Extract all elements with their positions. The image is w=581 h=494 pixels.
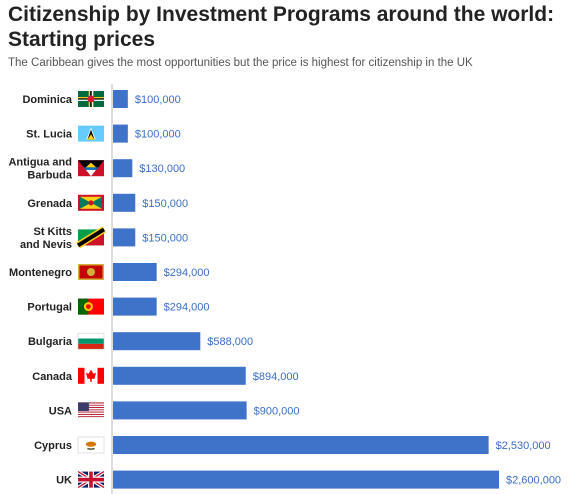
category-label: Cyprus bbox=[34, 440, 72, 452]
category-label: UK bbox=[56, 475, 72, 487]
value-label: $2,530,000 bbox=[496, 440, 551, 452]
category-label: Grenada bbox=[27, 198, 73, 210]
value-label: $150,000 bbox=[142, 232, 188, 244]
value-label: $100,000 bbox=[135, 129, 181, 141]
category-label: Portugal bbox=[27, 302, 72, 314]
bar bbox=[113, 90, 128, 108]
category-label: Montenegro bbox=[9, 267, 72, 279]
category-label-line: St. Lucia bbox=[26, 129, 73, 141]
bar bbox=[113, 193, 136, 212]
bar bbox=[113, 332, 201, 351]
chart-title-line1: Citizenship by Investment Programs aroun… bbox=[8, 3, 555, 26]
value-label: $294,000 bbox=[164, 302, 210, 314]
chart-title: Citizenship by Investment Programs aroun… bbox=[8, 2, 578, 52]
st-lucia-flag bbox=[78, 125, 104, 142]
value-label: $588,000 bbox=[207, 336, 253, 348]
category-label-line: Bulgaria bbox=[28, 336, 73, 348]
chart-subtitle: The Caribbean gives the most opportuniti… bbox=[8, 57, 473, 69]
category-label-line: and Nevis bbox=[20, 239, 72, 251]
category-label-line: Barbuda bbox=[27, 170, 73, 182]
category-label: Antigua and Barbuda bbox=[8, 157, 72, 182]
bar bbox=[113, 470, 499, 489]
value-label: $130,000 bbox=[139, 163, 185, 175]
category-label-line: Portugal bbox=[27, 302, 72, 314]
category-label-line: Canada bbox=[32, 371, 73, 383]
value-label: $100,000 bbox=[135, 94, 181, 106]
canada-flag bbox=[78, 367, 104, 384]
bulgaria-flag bbox=[77, 332, 105, 350]
bar bbox=[113, 436, 489, 454]
value-label: $900,000 bbox=[254, 405, 300, 417]
portugal-flag bbox=[78, 298, 104, 315]
st-kitts-nevis-flag bbox=[76, 226, 106, 249]
category-label: Canada bbox=[32, 371, 73, 383]
antigua-barbuda-flag bbox=[78, 160, 104, 177]
category-label-line: USA bbox=[49, 405, 72, 417]
bar bbox=[113, 401, 247, 420]
category-label: St Kitts and Nevis bbox=[20, 226, 72, 251]
value-label: $2,600,000 bbox=[506, 475, 561, 487]
dominica-flag bbox=[78, 91, 104, 107]
bar bbox=[113, 124, 128, 143]
category-label: St. Lucia bbox=[26, 129, 73, 141]
category-label-line: Antigua and bbox=[8, 157, 72, 169]
category-label-line: Dominica bbox=[22, 94, 72, 106]
category-label-line: St Kitts bbox=[34, 226, 73, 238]
montenegro-flag bbox=[78, 264, 104, 280]
chart-title-line2: Starting prices bbox=[8, 28, 156, 51]
bar bbox=[113, 159, 133, 178]
bar bbox=[113, 366, 246, 385]
bar bbox=[113, 263, 157, 281]
category-label-line: Cyprus bbox=[34, 440, 72, 452]
category-label-line: Grenada bbox=[27, 198, 73, 210]
category-label-line: Montenegro bbox=[9, 267, 72, 279]
value-label: $294,000 bbox=[164, 267, 210, 279]
uk-flag bbox=[77, 470, 105, 490]
value-label: $150,000 bbox=[142, 198, 188, 210]
cyprus-flag bbox=[77, 436, 105, 454]
value-label: $894,000 bbox=[253, 371, 299, 383]
grenada-flag bbox=[78, 194, 104, 211]
category-label: USA bbox=[49, 405, 72, 417]
usa-flag bbox=[78, 402, 104, 419]
bar bbox=[113, 297, 157, 316]
category-label: Dominica bbox=[22, 94, 72, 106]
category-label-line: UK bbox=[56, 475, 72, 487]
bar bbox=[113, 228, 136, 247]
category-label: Bulgaria bbox=[28, 336, 73, 348]
